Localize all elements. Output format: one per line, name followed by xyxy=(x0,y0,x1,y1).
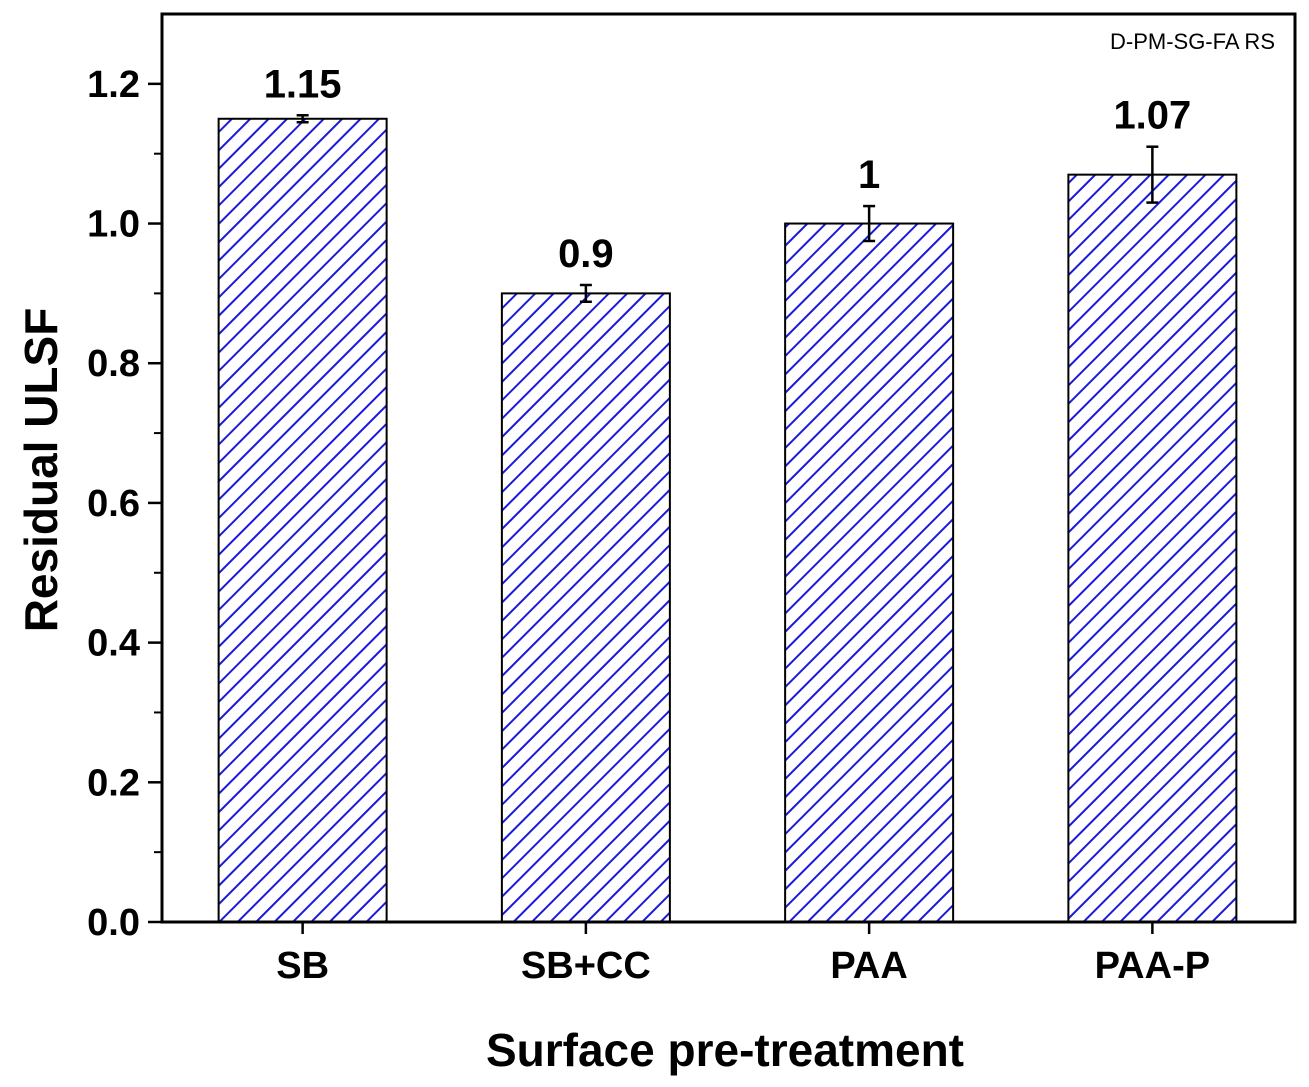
x-tick-label: SB+CC xyxy=(521,945,651,987)
x-tick-label: PAA xyxy=(830,945,907,987)
x-tick-label: PAA-P xyxy=(1095,945,1210,987)
y-tick-label: 1.0 xyxy=(87,204,140,246)
y-axis-title: Residual ULSF xyxy=(15,308,67,633)
error-bar xyxy=(1146,145,1159,204)
x-axis-title: Surface pre-treatment xyxy=(486,1024,964,1076)
bar-sb-cc xyxy=(500,292,671,923)
value-label: 0.9 xyxy=(558,232,614,276)
y-tick-label: 0.8 xyxy=(87,343,140,385)
y-tick-label: 0.6 xyxy=(87,483,140,525)
bar-paa xyxy=(784,222,955,924)
y-tick-label: 0.0 xyxy=(87,902,140,944)
x-tick-label: SB xyxy=(276,945,329,987)
error-bar xyxy=(579,283,592,304)
value-label: 1.07 xyxy=(1113,94,1191,138)
bar-sb xyxy=(217,117,388,924)
plot-frame xyxy=(160,12,1297,924)
y-tick-label: 0.4 xyxy=(87,623,140,665)
error-bar xyxy=(863,204,876,243)
bar-paa-p xyxy=(1067,173,1238,923)
annotation-text: D-PM-SG-FA RS xyxy=(1110,29,1275,54)
error-bar xyxy=(296,114,309,124)
value-label: 1.15 xyxy=(264,62,342,106)
y-tick-label: 1.2 xyxy=(87,64,140,106)
y-tick-label: 0.2 xyxy=(87,762,140,804)
value-label: 1 xyxy=(858,153,880,197)
